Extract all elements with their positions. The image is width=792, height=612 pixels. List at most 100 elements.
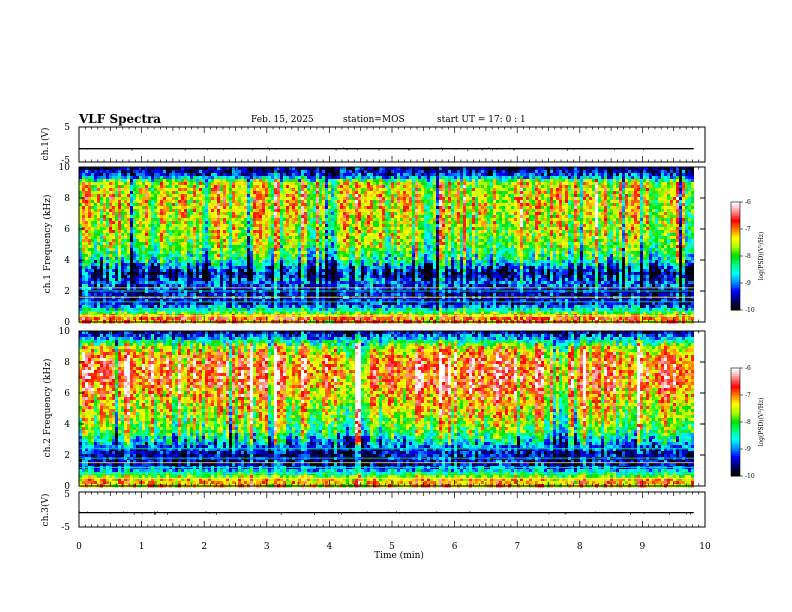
spectrogram-cell	[139, 182, 143, 186]
spectrogram-cell	[241, 317, 245, 321]
spectrogram-cell	[223, 203, 227, 207]
spectrogram-cell	[199, 167, 203, 171]
spectrogram-cell	[223, 179, 227, 183]
spectrogram-cell	[331, 191, 335, 195]
spectrogram-cell	[223, 293, 227, 297]
spectrogram-cell	[127, 167, 131, 171]
spectrogram-cell	[118, 287, 122, 291]
spectrogram-cell	[331, 176, 335, 180]
spectrogram-cell	[106, 230, 110, 234]
spectrogram-cell	[172, 281, 176, 285]
spectrogram-cell	[274, 257, 278, 261]
spectrogram-cell	[274, 227, 278, 231]
spectrogram-cell	[331, 185, 335, 189]
spectrogram-cell	[79, 290, 83, 294]
spectrogram-cell	[127, 215, 131, 219]
spectrogram-cell	[313, 284, 317, 288]
spectrogram-cell	[220, 278, 224, 282]
spectrogram-cell	[115, 266, 119, 270]
spectrogram-cell	[334, 269, 338, 273]
spectrogram-cell	[172, 236, 176, 240]
spectrogram-cell	[259, 179, 263, 183]
spectrogram-cell	[283, 287, 287, 291]
spectrogram-cell	[166, 305, 170, 309]
spectrogram-cell	[328, 209, 332, 213]
spectrogram-cell	[160, 218, 164, 222]
spectrogram-cell	[319, 275, 323, 279]
spectrogram-cell	[283, 299, 287, 303]
spectrogram-cell	[103, 269, 107, 273]
spectrogram-cell	[187, 302, 191, 306]
spectrogram-cell	[133, 212, 137, 216]
spectrogram-cell	[184, 194, 188, 198]
spectrogram-cell	[289, 218, 293, 222]
spectrogram-cell	[118, 209, 122, 213]
spectrogram-cell	[190, 230, 194, 234]
spectrogram-cell	[145, 179, 149, 183]
spectrogram-cell	[274, 308, 278, 312]
spectrogram-cell	[91, 281, 95, 285]
spectrogram-cell	[97, 263, 101, 267]
spectrogram-cell	[202, 242, 206, 246]
spectrogram-cell	[79, 308, 83, 312]
spectrogram-cell	[268, 287, 272, 291]
spectrogram-cell	[346, 281, 350, 285]
spectrogram-cell	[220, 317, 224, 321]
spectrogram-cell	[340, 311, 344, 315]
spectrogram-cell	[169, 311, 173, 315]
spectrogram-cell	[109, 185, 113, 189]
spectrogram-cell	[253, 302, 257, 306]
spectrogram-cell	[112, 278, 116, 282]
spectrogram-cell	[106, 200, 110, 204]
spectrogram-cell	[241, 233, 245, 237]
spectrogram-cell	[163, 245, 167, 249]
spectrogram-cell	[196, 179, 200, 183]
spectrogram-cell	[178, 185, 182, 189]
spectrogram-cell	[325, 224, 329, 228]
spectrogram-cell	[259, 296, 263, 300]
spectrogram-cell	[118, 281, 122, 285]
spectrogram-cell	[88, 251, 92, 255]
spectrogram-cell	[91, 197, 95, 201]
spectrogram-cell	[112, 173, 116, 177]
spectrogram-cell	[91, 245, 95, 249]
spectrogram-cell	[133, 299, 137, 303]
spectrogram-cell	[268, 293, 272, 297]
spectrogram-cell	[208, 284, 212, 288]
spectrogram-cell	[181, 293, 185, 297]
spectrogram-cell	[97, 200, 101, 204]
spectrogram-cell	[175, 272, 179, 276]
spectrogram-cell	[331, 245, 335, 249]
spectrogram-cell	[97, 206, 101, 210]
spectrogram-cell	[331, 311, 335, 315]
spectrogram-cell	[283, 194, 287, 198]
spectrogram-cell	[298, 194, 302, 198]
spectrogram-cell	[322, 308, 326, 312]
spectrogram-cell	[283, 308, 287, 312]
spectrogram-cell	[319, 230, 323, 234]
spectrogram-cell	[301, 167, 305, 171]
spectrogram-cell	[235, 317, 239, 321]
spectrogram-cell	[103, 191, 107, 195]
spectrogram-cell	[82, 317, 86, 321]
spectrogram-cell	[331, 167, 335, 171]
spectrogram-cell	[196, 257, 200, 261]
spectrogram-cell	[256, 239, 260, 243]
spectrogram-cell	[121, 287, 125, 291]
spectrogram-cell	[106, 257, 110, 261]
spectrogram-cell	[307, 203, 311, 207]
spectrogram-cell	[229, 218, 233, 222]
spectrogram-cell	[238, 221, 242, 225]
spectrogram-cell	[106, 305, 110, 309]
spectrogram-cell	[217, 275, 221, 279]
spectrogram-cell	[112, 215, 116, 219]
spectrogram-cell	[184, 212, 188, 216]
spectrogram-cell	[262, 236, 266, 240]
spectrogram-cell	[124, 284, 128, 288]
spectrogram-cell	[139, 278, 143, 282]
spectrogram-cell	[304, 173, 308, 177]
spectrogram-cell	[253, 248, 257, 252]
spectrogram-cell	[310, 197, 314, 201]
spectrogram-cell	[187, 179, 191, 183]
spectrogram-cell	[247, 170, 251, 174]
